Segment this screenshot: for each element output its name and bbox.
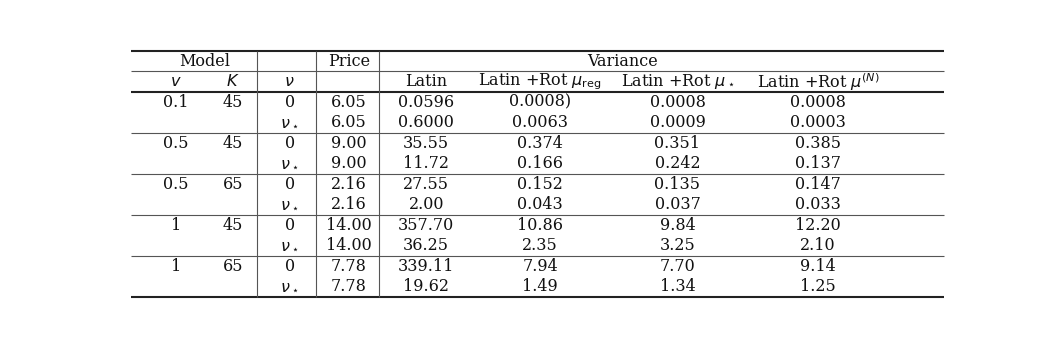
Text: 0.374: 0.374 bbox=[517, 135, 563, 152]
Text: 1.34: 1.34 bbox=[660, 278, 695, 295]
Text: 0.242: 0.242 bbox=[655, 155, 701, 172]
Text: 2.16: 2.16 bbox=[331, 196, 367, 213]
Text: 36.25: 36.25 bbox=[403, 237, 449, 254]
Text: 45: 45 bbox=[222, 217, 243, 234]
Text: 1.49: 1.49 bbox=[522, 278, 558, 295]
Text: 35.55: 35.55 bbox=[403, 135, 449, 152]
Text: 19.62: 19.62 bbox=[403, 278, 449, 295]
Text: Model: Model bbox=[178, 53, 230, 70]
Text: 0.043: 0.043 bbox=[517, 196, 563, 213]
Text: 65: 65 bbox=[222, 258, 243, 275]
Text: 0.1: 0.1 bbox=[163, 94, 189, 111]
Text: 0.033: 0.033 bbox=[795, 196, 841, 213]
Text: 2.10: 2.10 bbox=[800, 237, 836, 254]
Text: 7.78: 7.78 bbox=[331, 278, 367, 295]
Text: 65: 65 bbox=[222, 176, 243, 193]
Text: $v$: $v$ bbox=[170, 73, 181, 90]
Text: $K$: $K$ bbox=[226, 73, 239, 90]
Text: 0.5: 0.5 bbox=[163, 135, 189, 152]
Text: 1: 1 bbox=[171, 258, 181, 275]
Text: 0: 0 bbox=[284, 94, 295, 111]
Text: 0.0003: 0.0003 bbox=[790, 114, 847, 131]
Text: Latin: Latin bbox=[405, 73, 447, 90]
Text: 2.35: 2.35 bbox=[522, 237, 558, 254]
Text: 10.86: 10.86 bbox=[517, 217, 563, 234]
Text: 0: 0 bbox=[284, 217, 295, 234]
Text: 2.16: 2.16 bbox=[331, 176, 367, 193]
Text: Latin $+$Rot $\mu_{\mathrm{reg}}$: Latin $+$Rot $\mu_{\mathrm{reg}}$ bbox=[478, 71, 602, 92]
Text: Price: Price bbox=[328, 53, 370, 70]
Text: $\nu_\star$: $\nu_\star$ bbox=[280, 237, 299, 254]
Text: 27.55: 27.55 bbox=[403, 176, 449, 193]
Text: 0.152: 0.152 bbox=[517, 176, 563, 193]
Text: 45: 45 bbox=[222, 135, 243, 152]
Text: $\nu_\star$: $\nu_\star$ bbox=[280, 196, 299, 213]
Text: 14.00: 14.00 bbox=[326, 237, 372, 254]
Text: 0.166: 0.166 bbox=[517, 155, 563, 172]
Text: 0.0008: 0.0008 bbox=[790, 94, 847, 111]
Text: 14.00: 14.00 bbox=[326, 217, 372, 234]
Text: 9.00: 9.00 bbox=[331, 135, 367, 152]
Text: $\nu_\star$: $\nu_\star$ bbox=[280, 155, 299, 172]
Text: 7.78: 7.78 bbox=[331, 258, 367, 275]
Text: 6.05: 6.05 bbox=[331, 94, 367, 111]
Text: $\nu$: $\nu$ bbox=[284, 73, 295, 90]
Text: 0.135: 0.135 bbox=[655, 176, 701, 193]
Text: 45: 45 bbox=[222, 94, 243, 111]
Text: Latin $+$Rot $\mu^{(N)}$: Latin $+$Rot $\mu^{(N)}$ bbox=[756, 71, 879, 93]
Text: 0.0063: 0.0063 bbox=[512, 114, 569, 131]
Text: 0.0008: 0.0008 bbox=[649, 94, 705, 111]
Text: 2.00: 2.00 bbox=[408, 196, 444, 213]
Text: 3.25: 3.25 bbox=[660, 237, 695, 254]
Text: 0.0596: 0.0596 bbox=[399, 94, 454, 111]
Text: 0.5: 0.5 bbox=[163, 176, 189, 193]
Text: 0.351: 0.351 bbox=[655, 135, 701, 152]
Text: 0: 0 bbox=[284, 258, 295, 275]
Text: $\nu_\star$: $\nu_\star$ bbox=[280, 278, 299, 295]
Text: 0.6000: 0.6000 bbox=[399, 114, 454, 131]
Text: 0.0008): 0.0008) bbox=[509, 94, 571, 111]
Text: 7.94: 7.94 bbox=[522, 258, 558, 275]
Text: 6.05: 6.05 bbox=[331, 114, 367, 131]
Text: 11.72: 11.72 bbox=[403, 155, 449, 172]
Text: 0.385: 0.385 bbox=[795, 135, 841, 152]
Text: 0: 0 bbox=[284, 176, 295, 193]
Text: 7.70: 7.70 bbox=[660, 258, 695, 275]
Text: 339.11: 339.11 bbox=[398, 258, 454, 275]
Text: 9.84: 9.84 bbox=[660, 217, 695, 234]
Text: Latin $+$Rot $\mu_\star$: Latin $+$Rot $\mu_\star$ bbox=[621, 72, 734, 91]
Text: 9.14: 9.14 bbox=[800, 258, 836, 275]
Text: Variance: Variance bbox=[586, 53, 658, 70]
Text: 9.00: 9.00 bbox=[331, 155, 367, 172]
Text: 1.25: 1.25 bbox=[800, 278, 836, 295]
Text: 0.0009: 0.0009 bbox=[649, 114, 705, 131]
Text: 1: 1 bbox=[171, 217, 181, 234]
Text: $\nu_\star$: $\nu_\star$ bbox=[280, 114, 299, 131]
Text: 0: 0 bbox=[284, 135, 295, 152]
Text: 0.037: 0.037 bbox=[655, 196, 701, 213]
Text: 12.20: 12.20 bbox=[795, 217, 841, 234]
Text: 0.147: 0.147 bbox=[795, 176, 841, 193]
Text: 357.70: 357.70 bbox=[399, 217, 454, 234]
Text: 0.137: 0.137 bbox=[795, 155, 841, 172]
